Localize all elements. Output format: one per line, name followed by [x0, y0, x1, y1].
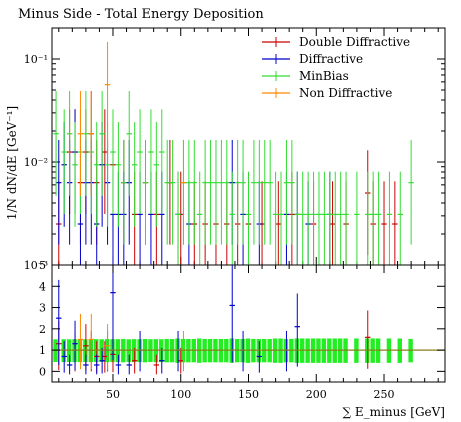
x-tick-label: 50: [106, 388, 120, 401]
y-axis-title: 1/N dN/dE [GeV⁻¹]: [5, 106, 19, 220]
legend-label: MinBias: [299, 69, 349, 83]
ratio-tick-label: 5: [39, 259, 46, 272]
y-tick-label: 10⁻¹: [24, 53, 48, 66]
legend-label: Diffractive: [299, 52, 363, 66]
x-tick-labels: 50 100 150 200 250: [106, 388, 395, 401]
ratio-tick-label: 0: [39, 365, 46, 378]
x-tick-label: 200: [306, 388, 327, 401]
y-tick-labels: 10⁻¹ 10⁻² 10⁻³: [24, 53, 48, 272]
x-axis-title: ∑ E_minus [GeV]: [342, 405, 445, 419]
ratio-series-non-diffractive: [77, 313, 187, 372]
y-tick-label: 10⁻²: [24, 156, 48, 169]
y-tick-label: 10⁻³: [24, 259, 48, 272]
x-tick-label: 250: [374, 388, 395, 401]
ratio-tick-label: 3: [39, 302, 46, 315]
ratio-tick-label: 4: [39, 280, 46, 293]
ratio-tick-label: 1: [39, 344, 46, 357]
ratio-tick-label: 2: [39, 323, 46, 336]
ratio-plot-ticks: [52, 264, 445, 382]
series-non-diffractive: [77, 41, 187, 245]
main-plot-series: [53, 41, 414, 265]
legend-label: Double Diffractive: [299, 35, 410, 49]
main-plot-panel: 10⁻¹ 10⁻² 10⁻³: [24, 27, 446, 272]
ratio-tick-labels: 0 1 2 3 4 5: [39, 259, 46, 378]
x-tick-label: 100: [170, 388, 191, 401]
x-tick-label: 150: [238, 388, 259, 401]
ratio-plot-frame: [51, 264, 446, 383]
chart-title: Minus Side - Total Energy Deposition: [18, 7, 264, 22]
legend: Double Diffractive Diffractive MinBias Non …: [262, 35, 410, 100]
series-minbias: [53, 91, 414, 265]
ratio-plot-panel: 0 1 2 3 4 5: [39, 259, 446, 383]
legend-label: Non Diffractive: [299, 86, 392, 100]
